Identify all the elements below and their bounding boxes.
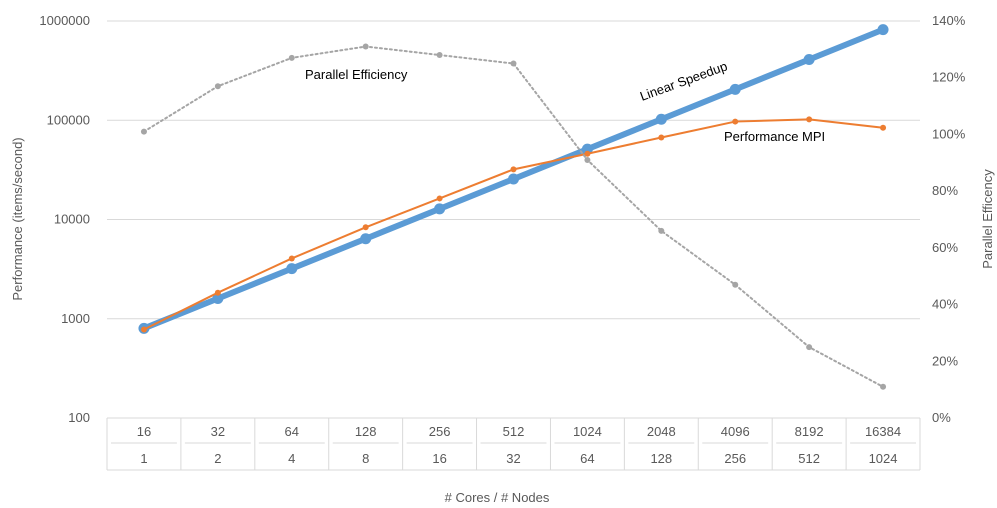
x-tick-label: 32	[211, 424, 225, 439]
x-tick-label: 16	[432, 451, 446, 466]
x-axis-title: # Cores / # Nodes	[445, 490, 550, 505]
y2-tick-label: 100%	[932, 126, 966, 141]
series-line	[142, 45, 885, 388]
x-tick-label: 16	[137, 424, 151, 439]
data-point	[658, 227, 665, 234]
y2-tick-label: 60%	[932, 240, 958, 255]
data-point	[880, 383, 887, 390]
x-tick-label: 64	[580, 451, 594, 466]
data-point	[880, 124, 887, 131]
x-tick-label: 256	[429, 424, 451, 439]
data-point	[655, 113, 667, 125]
data-point	[806, 116, 813, 123]
data-point	[803, 53, 815, 65]
x-tick-label: 256	[724, 451, 746, 466]
x-tick-label: 8	[362, 451, 369, 466]
data-point	[510, 60, 517, 67]
x-tick-label: 2	[214, 451, 221, 466]
y-tick-label: 1000000	[39, 13, 90, 28]
data-point	[286, 263, 298, 275]
x-tick-label: 128	[650, 451, 672, 466]
data-point	[288, 255, 295, 262]
data-point	[584, 150, 591, 157]
data-point	[436, 52, 443, 59]
x-tick-label: 16384	[865, 424, 901, 439]
x-tick-label: 128	[355, 424, 377, 439]
y2-tick-label: 40%	[932, 297, 958, 312]
data-point	[508, 173, 519, 185]
data-point	[360, 233, 372, 245]
data-point	[584, 156, 591, 163]
data-point	[214, 83, 221, 90]
y2-tick-label: 0%	[932, 410, 951, 425]
x-tick-label: 4	[288, 451, 295, 466]
data-point	[510, 166, 517, 173]
y-tick-label: 100	[68, 410, 90, 425]
data-point	[806, 344, 813, 351]
data-point	[732, 281, 739, 288]
gridlines	[107, 20, 920, 419]
annotation-parallel-efficiency: Parallel Efficiency	[305, 67, 408, 82]
x-tick-label: 1	[140, 451, 147, 466]
data-point	[434, 203, 446, 215]
y-axis-title: Performance (items/second)	[10, 137, 25, 300]
series-layer	[138, 24, 889, 390]
data-point	[362, 224, 369, 231]
y-tick-label: 10000	[54, 212, 90, 227]
data-point	[658, 134, 665, 141]
x-tick-label: 2048	[647, 424, 676, 439]
y2-axis-ticks: 0% 20% 40% 60% 80% 100% 120% 140%	[932, 13, 966, 425]
data-point	[362, 43, 369, 50]
data-point	[436, 195, 443, 202]
data-point	[140, 326, 147, 333]
data-point	[877, 24, 889, 36]
x-tick-label: 1024	[869, 451, 898, 466]
y-tick-label: 100000	[47, 112, 90, 127]
data-point	[212, 292, 224, 304]
y2-tick-label: 80%	[932, 183, 958, 198]
y-tick-label: 1000	[61, 311, 90, 326]
data-point	[288, 54, 295, 61]
data-point	[732, 118, 739, 125]
x-tick-label: 512	[503, 424, 525, 439]
data-point	[581, 143, 593, 155]
x-tick-label: 8192	[795, 424, 824, 439]
y-axis-ticks: 100 1000 10000 100000 1000000	[39, 13, 90, 425]
x-tick-label: 64	[285, 424, 299, 439]
category-table	[106, 418, 921, 471]
data-point	[729, 83, 741, 95]
annotation-performance-mpi: Performance MPI	[724, 129, 825, 144]
x-axis-ticks: 16 32 64 128 256 512 1024 2048 4096 8192 16384 1 2 4 8…	[137, 424, 901, 466]
x-tick-label: 512	[798, 451, 820, 466]
x-tick-label: 32	[506, 451, 520, 466]
y2-axis-title: Parallel Efficency	[980, 169, 995, 269]
y2-tick-label: 20%	[932, 353, 958, 368]
x-tick-label: 1024	[573, 424, 602, 439]
y2-tick-label: 120%	[932, 70, 966, 85]
x-tick-label: 4096	[721, 424, 750, 439]
y2-tick-label: 140%	[932, 13, 966, 28]
data-point	[214, 289, 221, 296]
series-line	[142, 118, 885, 331]
data-point	[140, 128, 147, 135]
